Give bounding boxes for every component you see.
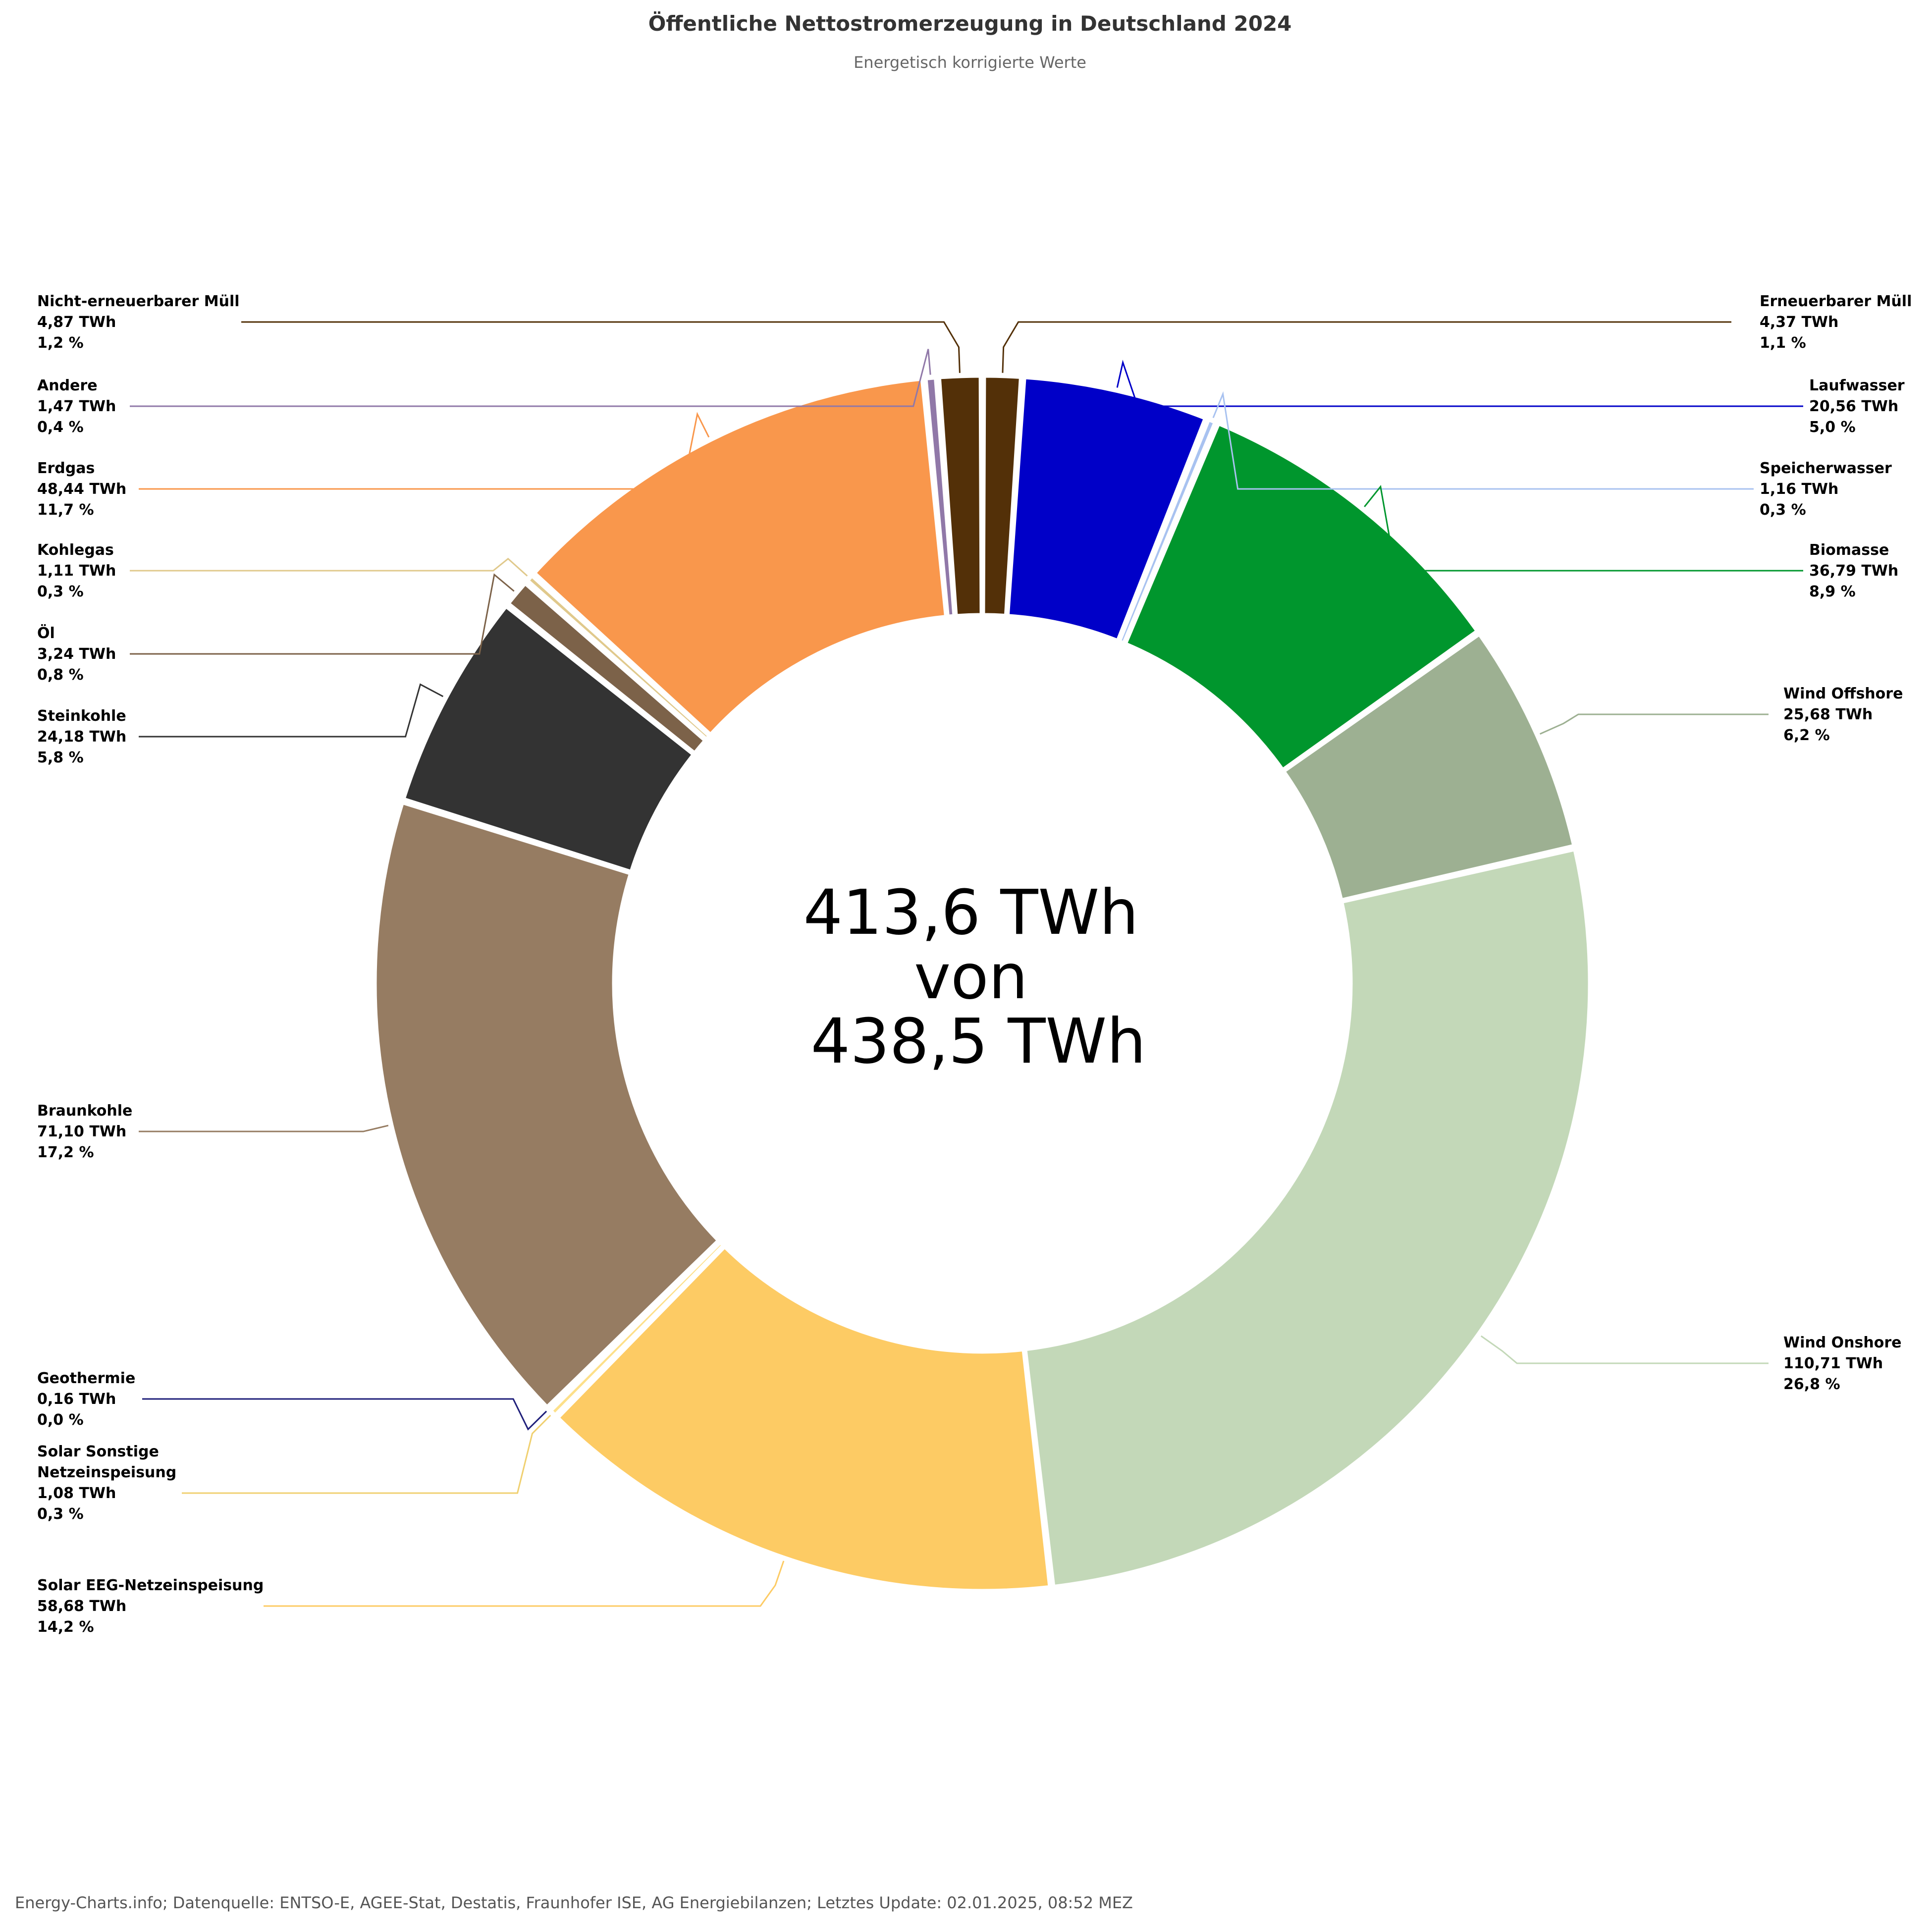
slice-11[interactable] <box>508 583 706 754</box>
leader-line-3 <box>1364 484 1803 572</box>
label-percent: 0,0 % <box>37 1411 84 1429</box>
leader-line-9 <box>139 1125 389 1132</box>
label-value: 1,11 TWh <box>37 562 116 580</box>
label-percent: 0,3 % <box>37 1505 84 1523</box>
label-value: 36,79 TWh <box>1809 562 1898 580</box>
leader-line-5 <box>1480 1335 1769 1364</box>
slice-2[interactable] <box>1119 419 1216 644</box>
chart-title: Öffentliche Nettostromerzeugung in Deuts… <box>648 11 1292 36</box>
label-name: Laufwasser <box>1809 377 1905 394</box>
leader-line-1 <box>1116 360 1803 407</box>
leader-line-15 <box>241 321 961 373</box>
label-value: 1,47 TWh <box>37 398 116 415</box>
label-name: Kohlegas <box>37 541 114 559</box>
center-total-overall: 438,5 TWh <box>811 1006 1146 1077</box>
label-value: 4,37 TWh <box>1760 314 1838 331</box>
label-percent: 0,3 % <box>37 583 84 600</box>
label-percent: 11,7 % <box>37 501 94 519</box>
label-percent: 6,2 % <box>1783 727 1830 744</box>
label-value: 1,16 TWh <box>1760 481 1838 498</box>
slice-10[interactable] <box>403 606 694 872</box>
slice-3[interactable] <box>1125 423 1478 770</box>
label-name: Andere <box>37 377 98 394</box>
label-value: 20,56 TWh <box>1809 398 1898 415</box>
label-value: 3,24 TWh <box>37 645 116 663</box>
leader-line-0 <box>1002 321 1731 373</box>
label-name: Wind Onshore <box>1783 1334 1901 1351</box>
leader-line-14 <box>130 349 931 407</box>
label-value: 25,68 TWh <box>1783 706 1873 723</box>
label-value: 24,18 TWh <box>37 728 126 746</box>
slice-8[interactable] <box>547 1240 721 1410</box>
leader-line-13 <box>139 412 710 490</box>
slice-0[interactable] <box>982 375 1021 616</box>
slice-14[interactable] <box>925 377 955 617</box>
slice-1[interactable] <box>1007 376 1206 642</box>
label-name: Solar EEG-Netzeinspeisung <box>37 1577 264 1594</box>
label-name: Braunkohle <box>37 1102 132 1120</box>
label-value: 110,71 TWh <box>1783 1355 1883 1372</box>
slice-15[interactable] <box>938 375 982 617</box>
slice-9[interactable] <box>374 802 719 1408</box>
label-name: Geothermie <box>37 1370 135 1387</box>
label-percent: 5,8 % <box>37 749 84 766</box>
chart-subtitle: Energetisch korrigierte Werte <box>854 53 1086 72</box>
label-percent: 17,2 % <box>37 1144 94 1161</box>
label-percent: 1,1 % <box>1760 334 1806 352</box>
label-percent: 0,4 % <box>37 419 84 436</box>
center-total-produced: 413,6 TWh <box>804 877 1139 949</box>
label-percent: 26,8 % <box>1783 1376 1840 1393</box>
leader-line-11 <box>130 573 515 655</box>
label-name: Steinkohle <box>37 707 126 725</box>
label-name: Öl <box>37 624 55 642</box>
label-percent: 0,8 % <box>37 666 84 684</box>
label-value: 71,10 TWh <box>37 1123 126 1140</box>
label-percent: 8,9 % <box>1809 583 1856 600</box>
label-value: 58,68 TWh <box>37 1598 126 1615</box>
slice-6[interactable] <box>557 1246 1051 1592</box>
footer-source: Energy-Charts.info; Datenquelle: ENTSO-E… <box>15 1893 1133 1912</box>
label-name: Netzeinspeisung <box>37 1464 176 1481</box>
slice-13[interactable] <box>534 378 947 735</box>
label-name: Erneuerbarer Müll <box>1760 293 1912 310</box>
data-labels-group: Erneuerbarer Müll 4,37 TWh 1,1 % Laufwasser… <box>37 293 1912 1636</box>
label-name: Biomasse <box>1809 541 1889 559</box>
label-value: 4,87 TWh <box>37 314 116 331</box>
label-value: 1,08 TWh <box>37 1485 116 1502</box>
center-von: von <box>914 941 1028 1013</box>
leader-line-10 <box>139 683 444 738</box>
label-value: 48,44 TWh <box>37 481 126 498</box>
slice-7[interactable] <box>550 1242 724 1416</box>
label-percent: 0,3 % <box>1760 501 1806 519</box>
label-percent: 1,2 % <box>37 334 84 352</box>
leader-line-2 <box>1212 391 1754 490</box>
leader-line-8 <box>142 1398 547 1431</box>
slice-4[interactable] <box>1283 634 1575 901</box>
slice-12[interactable] <box>527 575 710 740</box>
label-name: Erdgas <box>37 460 95 477</box>
label-value: 0,16 TWh <box>37 1391 116 1408</box>
leader-line-12 <box>130 557 528 577</box>
leader-lines-group <box>130 321 1803 1607</box>
label-name: Speicherwasser <box>1760 460 1892 477</box>
leader-line-7 <box>182 1414 551 1494</box>
slices-group <box>374 375 1591 1592</box>
label-name: Wind Offshore <box>1783 685 1903 702</box>
leader-line-6 <box>264 1560 785 1607</box>
label-percent: 14,2 % <box>37 1618 94 1636</box>
label-name: Solar Sonstige <box>37 1443 159 1460</box>
label-percent: 5,0 % <box>1809 419 1856 436</box>
label-name: Nicht-erneuerbarer Müll <box>37 293 240 310</box>
slice-5[interactable] <box>1024 849 1591 1587</box>
leader-line-4 <box>1539 713 1769 735</box>
